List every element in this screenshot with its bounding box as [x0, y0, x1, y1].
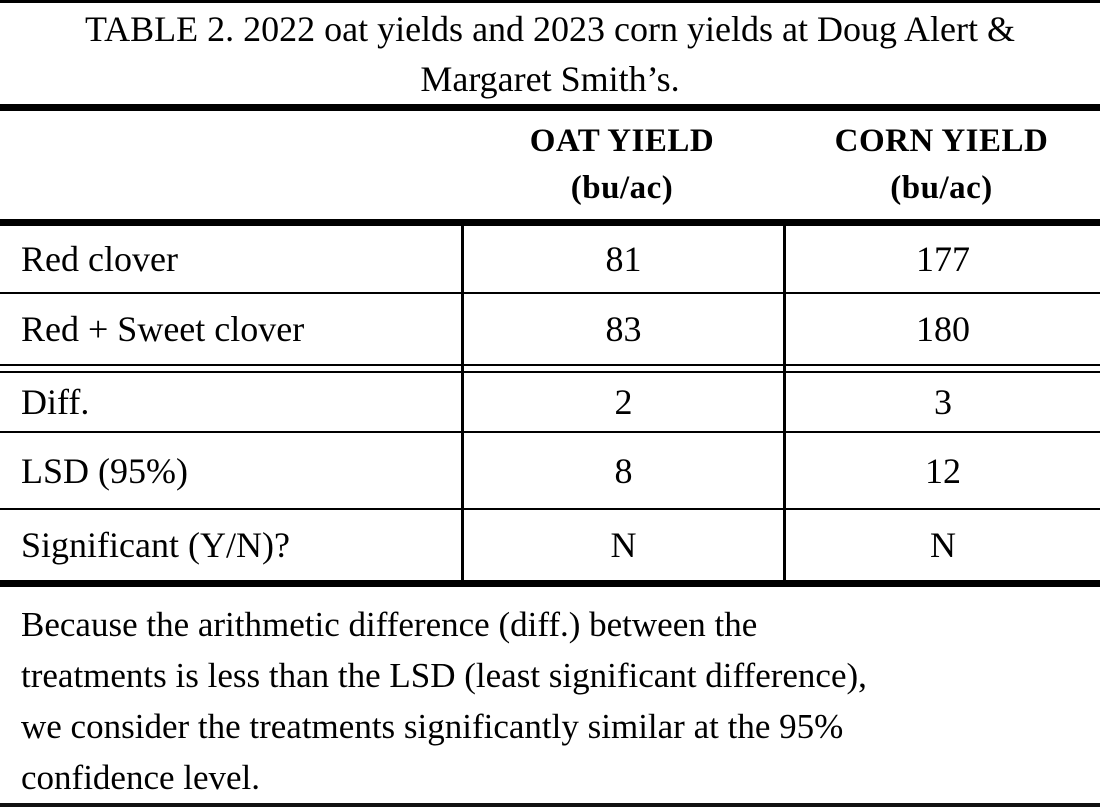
- caption-line-1: TABLE 2. 2022 oat yields and 2023 corn y…: [85, 8, 1015, 49]
- oat-value-cell: 81: [461, 226, 783, 292]
- row-label-cell: LSD (95%): [21, 450, 188, 491]
- oat-header-label: OAT YIELD: [529, 123, 715, 159]
- corn-header-label: CORN YIELD: [834, 123, 1049, 159]
- corn-value-cell: 12: [783, 433, 1100, 508]
- row-label-cell: Diff.: [21, 382, 90, 422]
- caption-line-2: Margaret Smith’s.: [420, 58, 680, 99]
- rule-below-body: [0, 580, 1100, 587]
- oat-value-cell: 8: [461, 433, 783, 508]
- footnote-line-2: treatments is less than the LSD (least s…: [21, 656, 867, 695]
- oat-value-cell: 2: [461, 373, 783, 431]
- table-header-row: OAT YIELD (bu/ac) CORN YIELD (bu/ac): [0, 111, 1100, 219]
- row-label-cell: Red + Sweet clover: [21, 309, 305, 349]
- table-row-lsd: LSD (95%) 8 12: [0, 433, 1100, 510]
- oat-value-cell: 83: [461, 294, 783, 364]
- footnote-line-4: confidence level.: [21, 758, 261, 797]
- rule-below-header: [0, 219, 1100, 226]
- rule-below-caption: [0, 104, 1100, 111]
- oat-value-cell: N: [461, 510, 783, 580]
- table-row-red-clover: Red clover 81 177: [0, 226, 1100, 294]
- row-label-cell: Significant (Y/N)?: [21, 525, 290, 565]
- footnote-line-3: we consider the treatments significantly…: [21, 707, 844, 746]
- column-header-oat: OAT YIELD (bu/ac): [461, 118, 783, 212]
- corn-header-unit: (bu/ac): [890, 170, 993, 206]
- double-rule-separator: [0, 364, 1100, 373]
- row-label-cell: Red clover: [21, 239, 178, 279]
- corn-value-cell: 3: [783, 373, 1100, 431]
- table-row-red-sweet-clover: Red + Sweet clover 83 180: [0, 294, 1100, 364]
- table-caption: TABLE 2. 2022 oat yields and 2023 corn y…: [0, 3, 1100, 104]
- column-header-corn: CORN YIELD (bu/ac): [783, 118, 1100, 212]
- corn-value-cell: N: [783, 510, 1100, 580]
- corn-value-cell: 180: [783, 294, 1100, 364]
- footnote-line-1: Because the arithmetic difference (diff.…: [21, 605, 758, 644]
- table-footnote: Because the arithmetic difference (diff.…: [0, 587, 1100, 803]
- oat-header-unit: (bu/ac): [570, 170, 674, 206]
- corn-value-cell: 177: [783, 226, 1100, 292]
- table-row-diff: Diff. 2 3: [0, 373, 1100, 433]
- table-row-significant: Significant (Y/N)? N N: [0, 510, 1100, 580]
